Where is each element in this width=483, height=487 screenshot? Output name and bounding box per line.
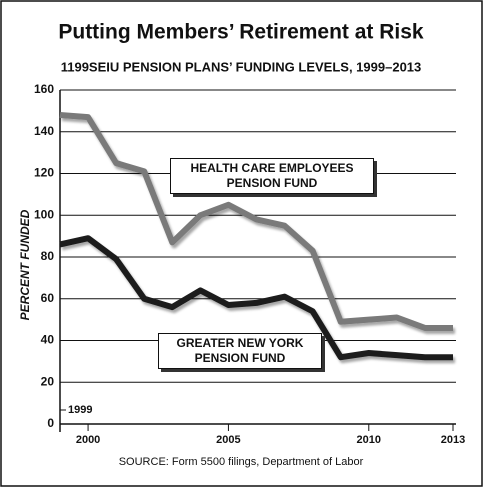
series-line: [59, 235, 453, 361]
x-tick-label: 2010: [357, 434, 381, 446]
y-tick-label: 60: [41, 291, 55, 305]
y-tick-label: 120: [34, 166, 54, 180]
y-tick-label: 20: [41, 374, 55, 388]
y-tick-label: 160: [34, 82, 54, 96]
x-tick-label: 1999: [68, 404, 92, 416]
series-label: GREATER NEW YORK PENSION FUND: [158, 333, 322, 369]
chart-subtitle: 1199SEIU PENSION PLANS’ FUNDING LEVELS, …: [61, 59, 422, 74]
y-tick-label: 140: [34, 124, 54, 138]
source-note: SOURCE: Form 5500 filings, Department of…: [119, 456, 364, 468]
y-tick-label: 100: [34, 207, 54, 221]
series-line: [59, 112, 453, 331]
x-tick-label: 2005: [216, 434, 240, 446]
y-tick-label: 0: [47, 416, 54, 430]
y-tick-label: 40: [41, 333, 55, 347]
y-axis-label: PERCENT FUNDED: [18, 209, 32, 320]
chart-title: Putting Members’ Retirement at Risk: [58, 21, 424, 44]
x-tick-label: 2013: [441, 434, 465, 446]
x-tick-label: 2000: [76, 434, 100, 446]
series-label: HEALTH CARE EMPLOYEES PENSION FUND: [170, 158, 374, 194]
y-tick-label: 80: [41, 249, 55, 263]
